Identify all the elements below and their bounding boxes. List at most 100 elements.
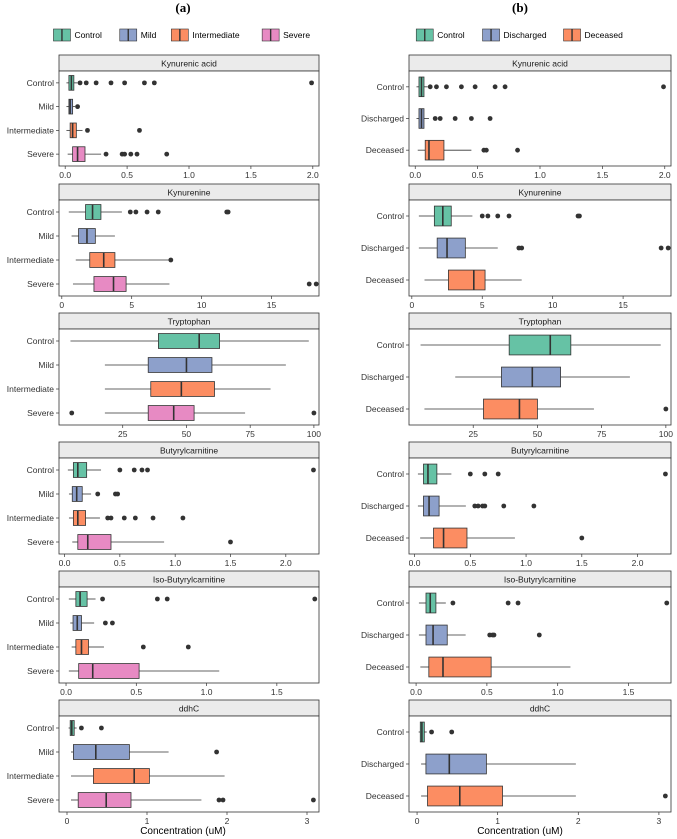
panel-b-kynurenine-xtick-label: 5 bbox=[480, 300, 485, 310]
panel-a-iso-butyrylcarnitine-control-outlier bbox=[154, 596, 160, 602]
panel-a-iso-butyrylcarnitine-intermediate-ytick-label: Intermediate bbox=[7, 642, 55, 652]
panel-a-kynurenine-control-ytick-label: Control bbox=[27, 207, 55, 217]
panel-b-iso-butyrylcarnitine-control-outlier bbox=[664, 600, 670, 606]
panel-a-kynurenine-facet: Kynurenine 0 5 10 15 Control Mild Intermediate S… bbox=[7, 183, 320, 310]
panel-b-kynurenine-xtick-label: 10 bbox=[548, 300, 558, 310]
panel-a-kynurenic-acid-intermediate-outlier bbox=[85, 127, 90, 133]
panel-b-butyrylcarnitine-xtick-label: 2.0 bbox=[632, 558, 644, 568]
legend-mild-label: Mild bbox=[141, 30, 157, 40]
panel-a-butyrylcarnitine-severe-ytick-label: Severe bbox=[27, 537, 54, 547]
legend-control-label: Control bbox=[437, 30, 465, 40]
panel-b-ddhc-control-outlier bbox=[449, 729, 455, 735]
panel-a-kynurenine-severe-box bbox=[93, 276, 127, 292]
panel-a-tryptophan-control-box bbox=[158, 333, 220, 349]
panel-a-butyrylcarnitine-intermediate-outlier bbox=[150, 515, 156, 521]
panel-a-kynurenine-control-outlier bbox=[144, 209, 150, 215]
panel-b-tryptophan-discharged-ytick-label: Discharged bbox=[361, 372, 404, 382]
panel-a-iso-butyrylcarnitine-control-outlier bbox=[164, 596, 170, 602]
panel-a-butyrylcarnitine-control-box bbox=[72, 462, 88, 478]
panel-a-iso-butyrylcarnitine-mild-ytick-label: Mild bbox=[38, 618, 54, 628]
panel-b-kynurenic-acid-xtick-label: 2.0 bbox=[659, 170, 671, 180]
panel-b-ddhc-strip-title: ddhC bbox=[530, 704, 550, 714]
panel-a-kynurenic-acid-severe-outlier bbox=[134, 151, 140, 157]
panel-b-kynurenic-acid-control-outlier bbox=[472, 84, 478, 90]
panel-a-iso-butyrylcarnitine-strip-title: Iso-Butyrylcarnitine bbox=[153, 575, 226, 585]
panel-a-iso-butyrylcarnitine-severe-ytick-label: Severe bbox=[27, 666, 54, 676]
panel-b-butyrylcarnitine-discharged-box bbox=[423, 495, 440, 517]
panel-b-ddhc-xtick-label: 0 bbox=[415, 816, 420, 826]
panel-a-butyrylcarnitine-xtick-label: 2.0 bbox=[280, 558, 292, 568]
panel-a-butyrylcarnitine-intermediate-outlier bbox=[105, 515, 111, 521]
panel-b-ddhc-deceased-ytick-label: Deceased bbox=[366, 791, 405, 801]
panel-a-butyrylcarnitine-intermediate-outlier bbox=[132, 515, 138, 521]
panel-b-iso-butyrylcarnitine-strip-title: Iso-Butyrylcarnitine bbox=[504, 575, 577, 585]
panel-b-kynurenic-acid-xtick-label: 0.0 bbox=[409, 170, 421, 180]
panel-a-ddhc-severe-ytick-label: Severe bbox=[27, 795, 54, 805]
panel-a-ddhc-strip-title: ddhC bbox=[179, 704, 199, 714]
panel-b-butyrylcarnitine-control-outlier bbox=[467, 471, 473, 477]
panel-a-butyrylcarnitine-control-ytick-label: Control bbox=[27, 465, 55, 475]
panel-b-tryptophan-deceased-box bbox=[483, 398, 538, 420]
legend-a: Control Mild Intermediate Severe bbox=[53, 28, 310, 42]
panel-a-ddhc-xtick-label: 2 bbox=[225, 816, 230, 826]
panel-a-tryptophan-severe-outlier bbox=[311, 410, 317, 416]
panel-b-iso-butyrylcarnitine-discharged-outlier bbox=[536, 632, 542, 638]
panel-b-tryptophan-control-ytick-label: Control bbox=[377, 340, 405, 350]
panel-b-label: (b) bbox=[512, 0, 528, 15]
panel-a-kynurenine-mild-ytick-label: Mild bbox=[38, 231, 54, 241]
panel-a-ddhc-xtick-label: 0 bbox=[65, 816, 70, 826]
panel-b-kynurenine-deceased-box bbox=[448, 269, 486, 291]
panel-a-kynurenine-severe-outlier bbox=[306, 281, 312, 287]
panel-a-tryptophan-strip-title: Tryptophan bbox=[168, 317, 211, 327]
panel-b-butyrylcarnitine-xtick-label: 0.0 bbox=[409, 558, 421, 568]
panel-a-ddhc-control-ytick-label: Control bbox=[27, 723, 55, 733]
panel-a-butyrylcarnitine-control-outlier bbox=[145, 467, 150, 473]
panel-b-kynurenic-acid-deceased-box bbox=[424, 139, 445, 161]
panel-b-kynurenic-acid-control-outlier bbox=[661, 84, 666, 90]
panel-b-ddhc-xtick-label: 3 bbox=[657, 816, 662, 826]
panel-a-tryptophan-mild-box bbox=[147, 357, 213, 373]
panel-a-kynurenic-acid-control-outlier bbox=[93, 80, 99, 86]
panel-a-kynurenic-acid-severe-outlier bbox=[122, 151, 128, 157]
panel-a-kynurenic-acid-control-outlier bbox=[108, 80, 114, 86]
panel-a-butyrylcarnitine-severe-outlier bbox=[228, 539, 233, 545]
panel-b-tryptophan-xtick-label: 25 bbox=[468, 429, 478, 439]
panel-a-iso-butyrylcarnitine-control-outlier bbox=[312, 596, 318, 602]
panel-b-butyrylcarnitine-xtick-label: 1.0 bbox=[520, 558, 532, 568]
panel-b-kynurenic-acid-control-outlier bbox=[444, 84, 449, 90]
panel-a-kynurenic-acid-control-ytick-label: Control bbox=[27, 78, 55, 88]
panel-a-iso-butyrylcarnitine-control-box bbox=[75, 591, 88, 607]
panel-b-kynurenic-acid-control-ytick-label: Control bbox=[377, 82, 405, 92]
panel-a-ddhc-severe-outlier bbox=[216, 797, 222, 803]
panel-a-kynurenic-acid-intermediate-ytick-label: Intermediate bbox=[7, 125, 55, 135]
panel-b-kynurenic-acid-xtick-label: 0.5 bbox=[472, 170, 484, 180]
panel-b-ddhc-facet: ddhC 0 1 2 3 Control Discharged Deceased bbox=[361, 699, 672, 826]
panel-b-kynurenic-acid-strip-title: Kynurenic acid bbox=[512, 59, 568, 69]
panel-a-butyrylcarnitine-xtick-label: 1.5 bbox=[225, 558, 237, 568]
panel-a-butyrylcarnitine-control-outlier bbox=[139, 467, 145, 473]
panel-a-kynurenic-acid-xtick-label: 1.5 bbox=[245, 170, 257, 180]
panel-b-kynurenic-acid-discharged-outlier bbox=[452, 116, 458, 121]
panel-a-kynurenine-control-outlier bbox=[225, 209, 231, 215]
panel-b-tryptophan-deceased-outlier bbox=[663, 406, 669, 412]
panel-b-iso-butyrylcarnitine-control-outlier bbox=[450, 600, 456, 606]
panel-b-kynurenine-facet: Kynurenine 0 5 10 15 Control Discharged Decease… bbox=[361, 183, 672, 310]
panel-a-tryptophan-mild-ytick-label: Mild bbox=[38, 360, 54, 370]
panel-a-tryptophan-xtick-label: 50 bbox=[182, 429, 192, 439]
panel-b-kynurenic-acid-control-outlier bbox=[427, 84, 433, 90]
panel-a-tryptophan-xtick-label: 75 bbox=[245, 429, 255, 439]
legend-deceased-label: Deceased bbox=[585, 30, 624, 40]
panel-a-kynurenic-acid-severe-outlier bbox=[128, 151, 134, 157]
panel-b-ddhc-xtick-label: 2 bbox=[576, 816, 581, 826]
panel-a-ddhc-control-outlier bbox=[99, 725, 104, 731]
panel-b-butyrylcarnitine-control-outlier bbox=[482, 471, 488, 477]
panel-b-butyrylcarnitine-discharged-outlier bbox=[531, 503, 537, 509]
panel-a-kynurenic-acid-facet: Kynurenic acid 0.0 0.5 1.0 1.5 2.0 Control Mild… bbox=[7, 54, 320, 180]
panel-a-tryptophan-xtick-label: 25 bbox=[118, 429, 128, 439]
panel-a-kynurenic-acid-xtick-label: 0.0 bbox=[59, 170, 71, 180]
panel-a-iso-butyrylcarnitine-xtick-label: 1.5 bbox=[271, 687, 283, 697]
panel-a-ddhc-severe-outlier bbox=[220, 797, 226, 803]
panel-b-kynurenic-acid-discharged-outlier bbox=[437, 116, 443, 121]
panel-b-kynurenic-acid-control-outlier bbox=[502, 84, 508, 90]
